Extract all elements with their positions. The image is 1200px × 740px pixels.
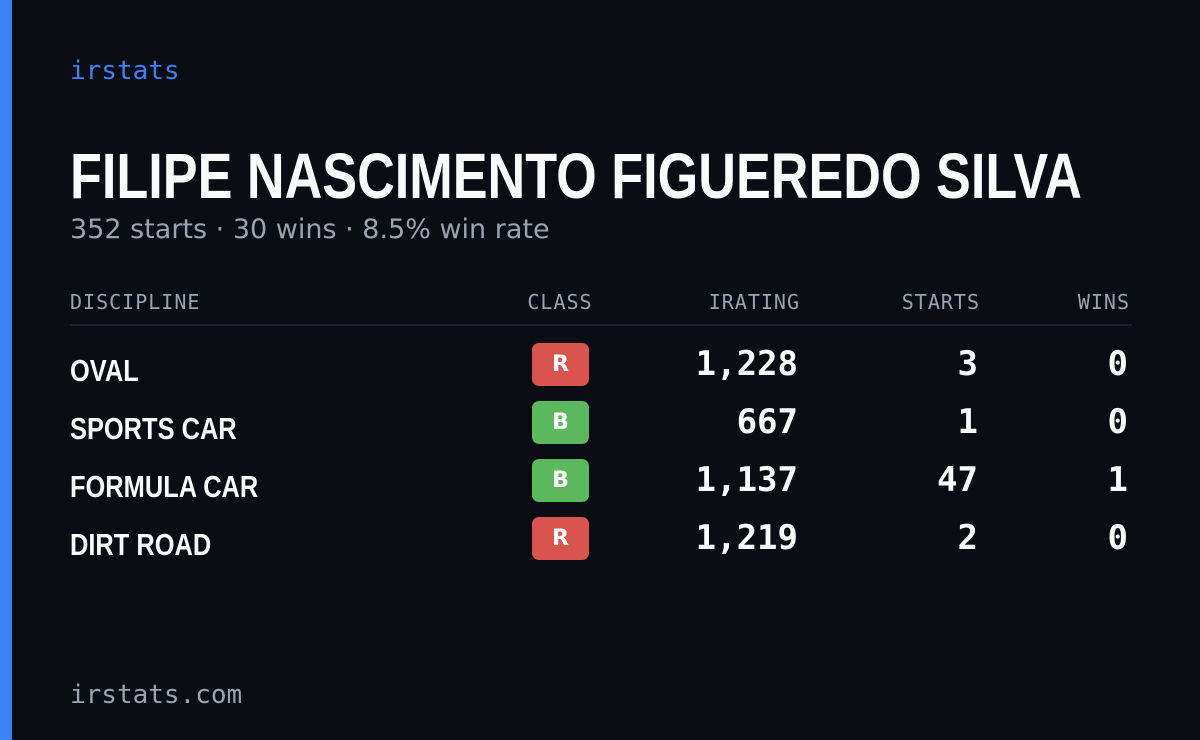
column-header: DISCIPLINE <box>70 290 201 314</box>
class-badge: B <box>532 401 589 444</box>
column-header: CLASS <box>527 290 593 314</box>
starts-value: 2 <box>957 518 978 558</box>
irating-value: 667 <box>736 402 798 442</box>
wins-value: 0 <box>1107 518 1128 558</box>
accent-bar <box>0 0 12 740</box>
column-header: WINS <box>1077 290 1130 314</box>
wins-value: 0 <box>1107 402 1128 442</box>
class-badge: B <box>532 459 589 502</box>
irating-value: 1,137 <box>695 460 798 500</box>
column-header: STARTS <box>901 290 980 314</box>
subtitle: 352 starts · 30 wins · 8.5% win rate <box>70 214 550 245</box>
starts-value: 3 <box>957 344 978 384</box>
starts-value: 1 <box>957 402 978 442</box>
starts-value: 47 <box>937 460 978 500</box>
footer: irstats.com <box>70 680 243 710</box>
column-header: IRATING <box>708 290 800 314</box>
wins-value: 0 <box>1107 344 1128 384</box>
brand: irstats <box>70 56 180 86</box>
discipline-name: DIRT ROAD <box>70 527 212 562</box>
irating-value: 1,228 <box>695 344 798 384</box>
title: FILIPE NASCIMENTO FIGUEREDO SILVA <box>70 140 1082 210</box>
class-badge: R <box>532 343 589 386</box>
discipline-name: OVAL <box>70 353 139 388</box>
wins-value: 1 <box>1107 460 1128 500</box>
irating-value: 1,219 <box>695 518 798 558</box>
header-rule <box>70 324 1132 326</box>
title-text: FILIPE NASCIMENTO FIGUEREDO SILVA <box>70 140 1082 210</box>
class-badge: R <box>532 517 589 560</box>
discipline-name: FORMULA CAR <box>70 469 259 504</box>
discipline-name: SPORTS CAR <box>70 411 237 446</box>
